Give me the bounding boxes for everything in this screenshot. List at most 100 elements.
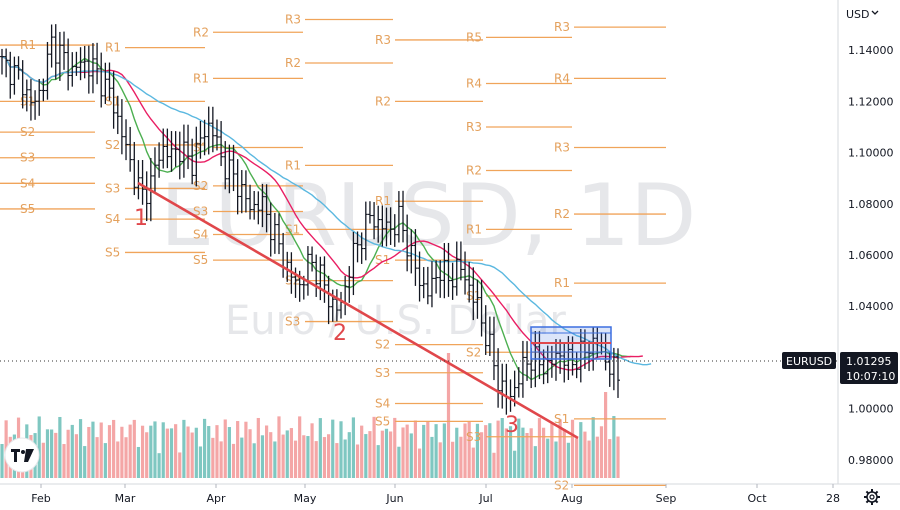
volume-bar-122: [504, 428, 508, 478]
pivot-label-3-2: R1: [285, 158, 301, 172]
pivot-label-5-4: R1: [466, 222, 482, 236]
volume-bar-125: [517, 418, 521, 478]
volume-bar-117: [484, 425, 488, 478]
pivot-label-0-2: S2: [20, 125, 35, 139]
pivot-label-2-6: S5: [193, 253, 208, 267]
volume-bar-77: [318, 418, 322, 478]
price-tick-3: 1.08000: [848, 198, 894, 211]
volume-bar-134: [554, 441, 558, 478]
wave-labels: 1 2 3: [134, 206, 519, 438]
volume-bar-58: [240, 437, 244, 478]
time-axis[interactable]: Feb Mar Apr May Jun Jul Aug Sep Oct 28: [31, 484, 840, 505]
pivot-label-4-1: R2: [375, 94, 391, 108]
volume-bar-141: [583, 431, 587, 478]
volume-bar-84: [347, 432, 351, 478]
volume-bar-27: [112, 419, 116, 478]
pivot-label-6-5: S1: [554, 412, 569, 426]
price-bars: [0, 24, 620, 415]
price-axis[interactable]: 1.14000 1.12000 1.10000 1.08000 1.06000 1.040…: [848, 44, 894, 467]
consolidation-box[interactable]: [530, 326, 612, 360]
month-label-6: Aug: [561, 492, 582, 505]
volume-bar-78: [322, 437, 327, 478]
volume-bar-50: [207, 426, 211, 478]
volume-bar-119: [492, 452, 496, 478]
volume-bar-102: [422, 424, 426, 478]
volume-bar-106: [438, 442, 442, 478]
pivot-label-1-3: S3: [105, 181, 120, 195]
volume-bar-66: [273, 441, 277, 478]
volume-bar-132: [546, 438, 550, 478]
volume-bar-128: [529, 428, 533, 478]
volume-bar-65: [269, 432, 273, 478]
volume-bar-100: [413, 420, 418, 478]
pivot-label-4-7: S5: [375, 414, 390, 428]
moving-average-line-2: [1, 55, 652, 366]
volume-bar-85: [351, 417, 356, 478]
tradingview-logo-icon[interactable]: [4, 437, 40, 473]
volume-bar-61: [252, 443, 256, 478]
month-label-1: Mar: [115, 492, 136, 505]
volume-bar-11: [45, 429, 50, 478]
volume-bar-36: [149, 425, 153, 478]
pivot-label-6-6: S2: [554, 478, 569, 492]
month-label-5: Jul: [478, 492, 492, 505]
volume-bar-105: [434, 424, 438, 478]
volume-bar-0: [0, 444, 4, 478]
volume-bar-79: [327, 434, 331, 478]
volume-bar-68: [281, 434, 285, 478]
pivot-label-5-2: R3: [466, 120, 482, 134]
volume-bar-118: [488, 423, 492, 478]
symbol-watermark: EURUSD, 1D: [160, 166, 696, 266]
volume-bar-145: [599, 426, 604, 478]
volume-bar-64: [264, 425, 269, 478]
volume-bar-70: [289, 428, 293, 478]
pivot-label-6-3: R2: [554, 207, 570, 221]
currency-selector[interactable]: USD: [846, 8, 870, 21]
volume-bar-140: [579, 422, 583, 478]
volume-bar-39: [161, 422, 165, 478]
volume-bar-13: [54, 432, 58, 478]
pivot-label-2-3: S2: [193, 179, 208, 193]
trend-line[interactable]: [137, 181, 579, 440]
month-label-3: May: [294, 492, 317, 505]
volume-bar-46: [190, 432, 194, 478]
volume-bar-31: [128, 424, 132, 478]
volume-bar-47: [194, 427, 198, 478]
volume-bar-35: [145, 432, 149, 478]
chevron-down-icon[interactable]: [871, 10, 879, 15]
month-label-9: 28: [826, 492, 840, 505]
pivot-label-4-2: R1: [375, 194, 391, 208]
volume-bar-60: [248, 429, 252, 478]
pivot-label-1-2: S2: [105, 138, 120, 152]
volume-bar-63: [260, 435, 265, 478]
volume-bar-101: [417, 448, 422, 478]
price-tick-2: 1.10000: [848, 147, 894, 160]
volume-bar-95: [393, 417, 397, 478]
volume-bar-9: [37, 416, 41, 478]
volume-bar-148: [612, 416, 616, 478]
volume-bar-26: [107, 425, 112, 478]
volume-bar-55: [227, 427, 231, 478]
volume-bar-80: [331, 419, 335, 478]
volume-bar-38: [157, 453, 161, 478]
volume-bar-111: [459, 436, 463, 478]
last-price-tag: EURUSD 1.01295 10:07:10: [782, 352, 898, 384]
volume-bar-116: [479, 432, 484, 478]
settings-gear-icon[interactable]: [864, 489, 880, 505]
wave-label-2: 3: [505, 413, 519, 438]
price-tick-5: 1.04000: [848, 300, 894, 313]
volume-bar-28: [116, 441, 120, 478]
volume-bar-74: [306, 436, 310, 478]
volume-bar-34: [140, 425, 145, 478]
volume-bar-30: [124, 437, 128, 478]
volume-bar-130: [537, 418, 542, 478]
volume-bar-149: [616, 436, 620, 478]
volume-bar-25: [103, 443, 107, 478]
pivot-label-3-5: S3: [285, 315, 300, 329]
volume-bar-24: [99, 422, 103, 478]
pivot-label-0-5: S5: [20, 202, 35, 216]
volume-bar-12: [50, 429, 54, 478]
price-tick-0: 1.14000: [848, 44, 894, 57]
